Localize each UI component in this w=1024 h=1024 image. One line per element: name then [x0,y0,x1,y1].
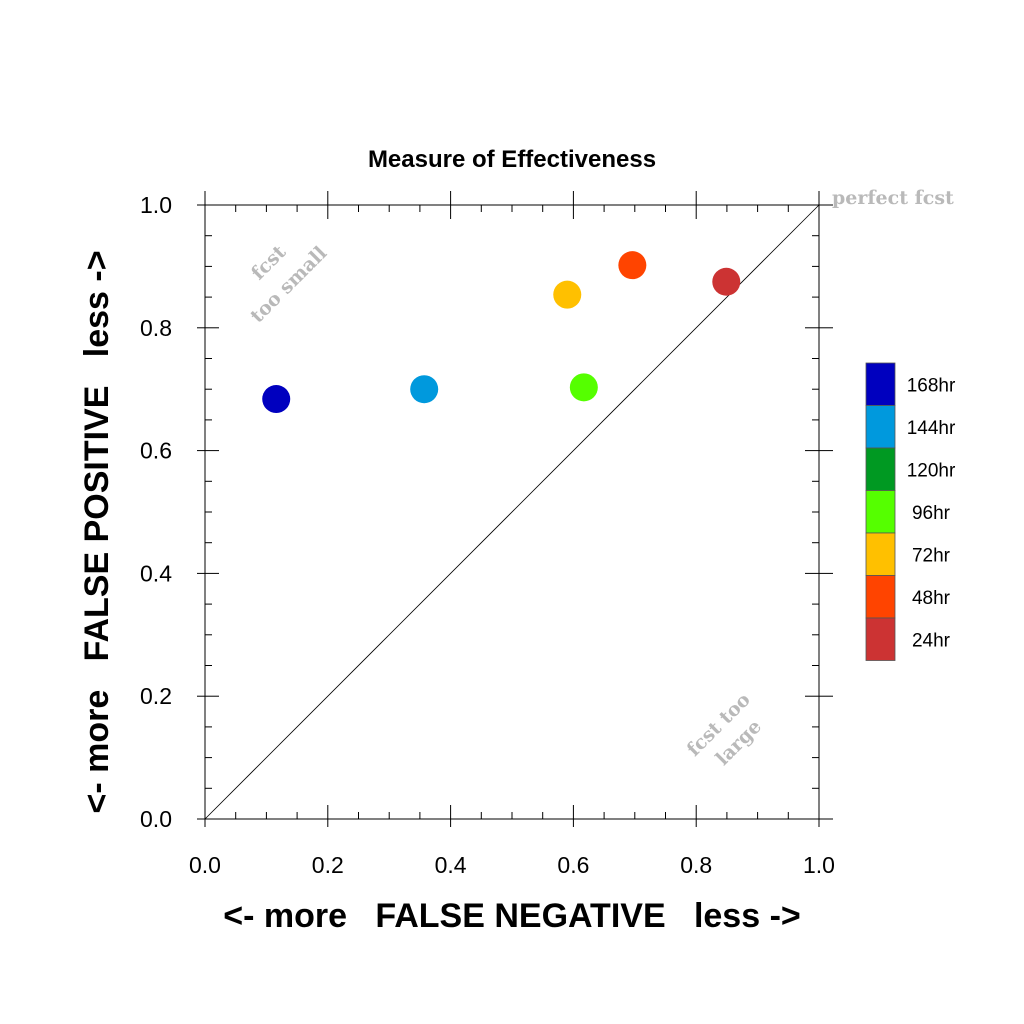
point-144hr [410,375,439,404]
x-tick-label: 0.6 [557,852,589,878]
legend: 168hr 144hr 120hr 96hr 72hr 48hr 24hr [865,362,956,661]
legend-swatch-144hr [865,405,896,449]
chart-title: Measure of Effectiveness [368,146,656,173]
axis-ticks [197,191,833,827]
legend-label-120hr: 120hr [907,460,956,481]
x-axis-label: <- more FALSE NEGATIVE less -> [223,897,801,935]
legend-label-168hr: 168hr [907,375,956,396]
legend-label-24hr: 24hr [912,630,951,651]
annotation-perfect-fcst: perfect fcst [832,187,954,209]
x-tick-label: 0.8 [680,852,712,878]
y-tick-label: 0.2 [140,683,172,709]
legend-label-48hr: 48hr [912,588,951,609]
point-96hr [569,373,598,402]
y-tick-label: 0.6 [140,438,172,464]
x-tick-label: 0.2 [312,852,344,878]
legend-swatch-48hr [865,575,896,619]
point-24hr [712,267,741,296]
y-tick-label: 0.4 [140,560,172,586]
x-tick-label: 0.0 [189,852,221,878]
legend-swatch-24hr [865,617,896,661]
annotation-fcst-too-small-line2: too small [246,242,331,327]
legend-label-72hr: 72hr [912,545,951,566]
legend-swatch-96hr [865,490,896,534]
axis-tick-labels: 0.0 0.2 0.4 0.6 0.8 1.0 0.0 0.2 0.4 0.6 0.8 1.0 [140,192,835,878]
y-tick-label: 0.8 [140,315,172,341]
perfect-forecast-diagonal [204,204,820,820]
point-48hr [618,251,647,280]
legend-swatch-168hr [865,362,896,406]
x-tick-label: 1.0 [803,852,835,878]
data-points [262,251,741,414]
legend-swatch-120hr [865,447,896,491]
y-tick-label: 0.0 [140,806,172,832]
point-72hr [553,280,582,309]
y-axis-label: <- more FALSE POSITIVE less -> [78,250,116,813]
legend-label-144hr: 144hr [907,418,956,439]
legend-swatch-72hr [865,532,896,576]
legend-label-96hr: 96hr [912,503,951,524]
point-168hr [262,385,291,414]
x-tick-label: 0.4 [435,852,467,878]
y-tick-label: 1.0 [140,192,172,218]
